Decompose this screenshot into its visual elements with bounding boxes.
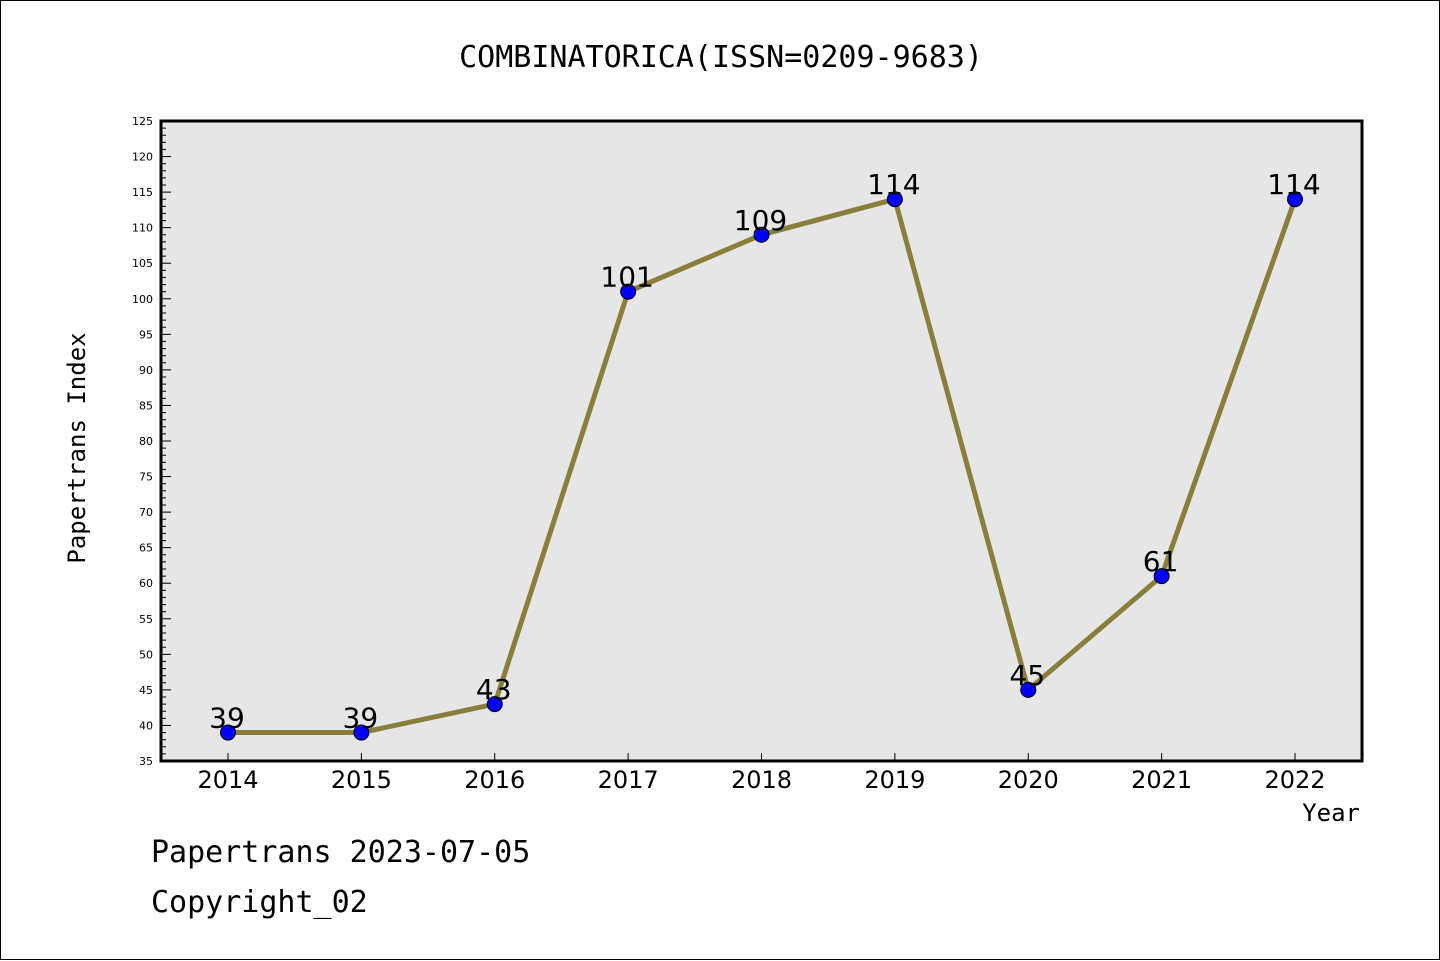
x-tick-label: 2014 [197, 766, 258, 794]
data-point [1287, 191, 1303, 208]
data-point [753, 226, 770, 243]
y-tick-label: 35 [139, 755, 153, 768]
y-tick-label: 65 [139, 542, 153, 555]
footer-copyright: Copyright_02 [151, 885, 368, 920]
y-tick-label: 80 [139, 435, 153, 448]
data-point [1020, 681, 1037, 698]
y-axis-label: Papertrans Index [63, 332, 91, 563]
series-layer: 39 39 43 101 109 114 45 61 114 [209, 168, 1321, 741]
x-tick-label: 2016 [464, 766, 525, 794]
data-label: 45 [1009, 659, 1045, 692]
data-label: 101 [600, 261, 653, 294]
data-point [1153, 568, 1170, 585]
y-tick-label: 45 [139, 684, 153, 697]
footer-date: Papertrans 2023-07-05 [151, 835, 531, 870]
data-point [220, 724, 236, 741]
plot-border [159, 119, 1364, 763]
data-label: 109 [734, 204, 787, 237]
y-axis: 35 40 45 50 55 60 65 70 75 80 85 90 95 100 105 110 115 12… [132, 115, 171, 768]
data-label: 39 [209, 702, 245, 735]
x-tick-label: 2021 [1131, 766, 1192, 794]
x-tick-label: 2020 [998, 766, 1059, 794]
data-label: 43 [476, 673, 512, 706]
y-tick-label: 85 [139, 399, 153, 412]
data-point [886, 191, 903, 208]
x-tick-label: 2019 [864, 766, 925, 794]
data-label: 114 [1267, 168, 1320, 201]
x-tick-label: 2018 [731, 766, 792, 794]
x-axis-label: Year [1302, 799, 1360, 827]
x-tick-label: 2015 [331, 766, 392, 794]
y-tick-label: 50 [139, 648, 153, 661]
y-tick-label: 95 [139, 328, 153, 341]
y-tick-label: 110 [132, 222, 153, 235]
y-tick-label: 40 [139, 719, 153, 732]
y-tick-label: 70 [139, 506, 153, 519]
data-label: 39 [343, 702, 379, 735]
data-point [620, 283, 637, 300]
data-point [353, 724, 370, 741]
y-tick-label: 125 [132, 115, 153, 128]
x-tick-label: 2017 [598, 766, 659, 794]
y-tick-label: 100 [132, 293, 153, 306]
y-tick-label: 115 [132, 186, 153, 199]
y-tick-label: 55 [139, 613, 153, 626]
y-tick-label: 90 [139, 364, 153, 377]
data-label: 114 [867, 168, 920, 201]
chart-title: COMBINATORICA(ISSN=0209-9683) [459, 40, 983, 75]
y-tick-label: 120 [132, 151, 153, 164]
x-tick-label: 2022 [1264, 766, 1325, 794]
y-tick-label: 60 [139, 577, 153, 590]
y-tick-label: 75 [139, 471, 153, 484]
data-point [486, 696, 503, 713]
data-label: 61 [1143, 545, 1179, 578]
y-tick-label: 105 [132, 257, 153, 270]
